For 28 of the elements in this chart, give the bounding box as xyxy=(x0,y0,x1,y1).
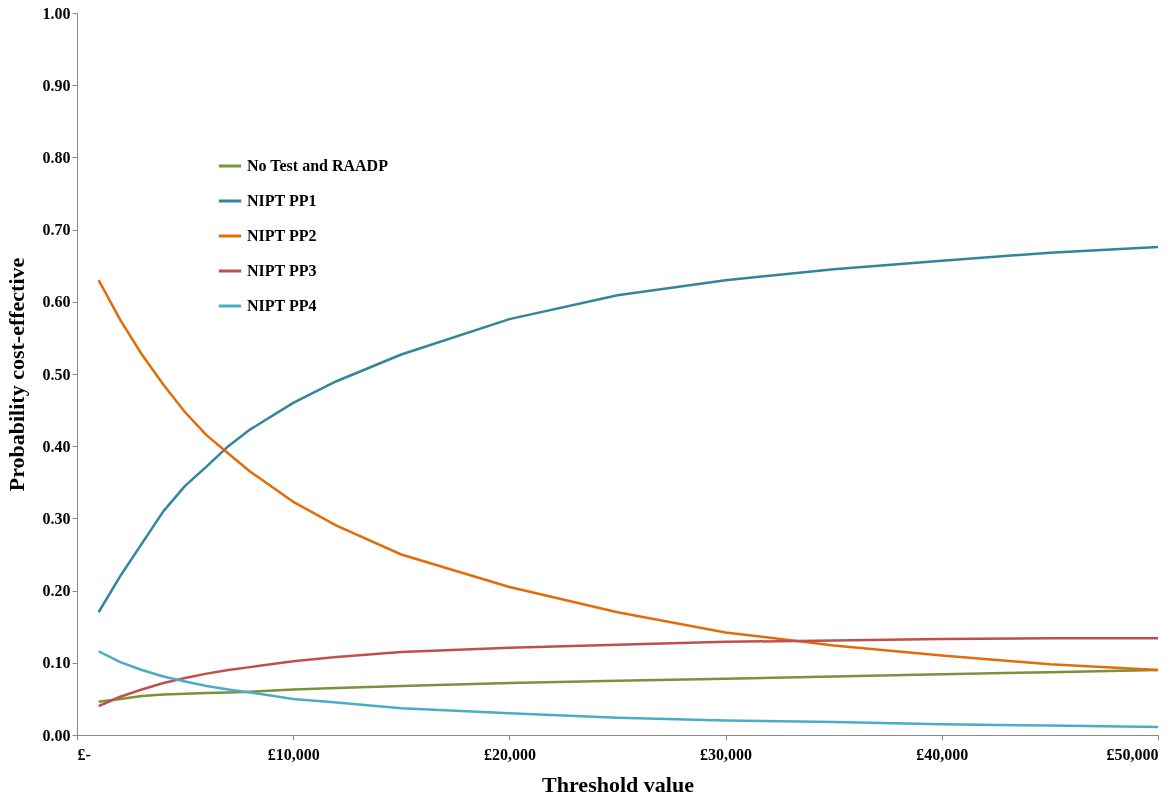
legend-label: No Test and RAADP xyxy=(247,157,389,174)
y-tick-label: 0.90 xyxy=(42,76,71,94)
y-tick-label: 0.30 xyxy=(42,509,71,527)
x-tick-label: £10,000 xyxy=(267,745,320,763)
y-tick-label: 0.10 xyxy=(42,654,71,672)
y-axis-title: Probability cost-effective xyxy=(3,257,29,492)
line-series xyxy=(97,650,1160,729)
y-tick-label: 0.70 xyxy=(42,221,71,239)
y-tick-label: 0.20 xyxy=(42,582,71,600)
x-axis-title: Threshold value xyxy=(542,771,695,797)
x-tick-label: £- xyxy=(77,745,91,763)
y-tick-label: 1.00 xyxy=(42,4,71,22)
y-tick-label: 0.40 xyxy=(42,437,71,455)
line-series xyxy=(97,637,1160,708)
x-tick-label: £40,000 xyxy=(916,745,969,763)
legend-label: NIPT PP4 xyxy=(247,297,317,314)
y-tick-label: 0.60 xyxy=(42,293,71,311)
legend-label: NIPT PP3 xyxy=(247,262,317,279)
x-tick-label: £30,000 xyxy=(700,745,753,763)
line-series xyxy=(97,278,1160,672)
legend-label: NIPT PP1 xyxy=(247,192,317,209)
legend-label: NIPT PP2 xyxy=(247,227,317,244)
line-series xyxy=(97,245,1160,614)
y-tick-label: 0.00 xyxy=(42,726,71,744)
x-tick-label: £20,000 xyxy=(483,745,536,763)
x-tick-label: £50,000 xyxy=(1106,745,1159,763)
y-tick-label: 0.80 xyxy=(42,148,71,166)
y-tick-label: 0.50 xyxy=(42,365,71,383)
